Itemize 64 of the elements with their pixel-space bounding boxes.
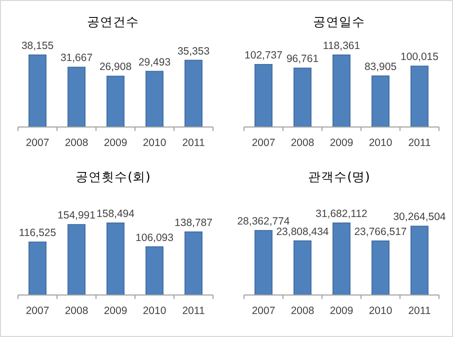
x-tick-label: 2007 bbox=[26, 305, 50, 317]
bar bbox=[372, 240, 390, 296]
bar bbox=[410, 66, 428, 128]
bar bbox=[68, 66, 86, 128]
x-tick-label: 2007 bbox=[252, 305, 276, 317]
data-label: 154,991 bbox=[58, 210, 96, 222]
x-tick-label: 2009 bbox=[330, 305, 354, 317]
x-tick-label: 2007 bbox=[252, 137, 276, 149]
bar bbox=[106, 76, 124, 128]
bar bbox=[294, 68, 312, 128]
x-tick-label: 2011 bbox=[408, 305, 431, 317]
x-tick-label: 2011 bbox=[182, 137, 205, 149]
bar bbox=[184, 60, 202, 128]
data-label: 28,362,774 bbox=[237, 216, 290, 228]
x-tick-label: 2008 bbox=[64, 137, 88, 149]
x-tick-label: 2010 bbox=[368, 305, 392, 317]
data-label: 96,761 bbox=[286, 53, 319, 66]
data-label: 23,766,517 bbox=[354, 226, 407, 238]
bar bbox=[294, 240, 312, 296]
x-tick-label: 2010 bbox=[142, 305, 166, 317]
x-tick-label: 2011 bbox=[408, 137, 431, 149]
data-label: 26,908 bbox=[99, 61, 132, 74]
bar bbox=[28, 54, 46, 128]
chart-title: 공연횟수(회) bbox=[76, 169, 150, 184]
chart-title: 공연일수 bbox=[313, 14, 365, 29]
bar bbox=[28, 242, 46, 296]
chart-title: 관객수(명) bbox=[308, 169, 370, 184]
x-tick-label: 2008 bbox=[290, 305, 314, 317]
x-tick-label: 2009 bbox=[330, 137, 354, 149]
x-tick-label: 2009 bbox=[104, 137, 128, 149]
data-label: 106,093 bbox=[136, 232, 174, 244]
bar bbox=[332, 54, 350, 128]
data-label: 23,808,434 bbox=[276, 226, 329, 238]
bar bbox=[332, 222, 350, 296]
bar bbox=[410, 226, 428, 296]
data-label: 30,264,504 bbox=[393, 211, 446, 224]
data-label: 118,361 bbox=[322, 40, 360, 52]
data-label: 31,667 bbox=[60, 52, 93, 64]
data-label: 100,015 bbox=[400, 51, 439, 64]
data-label: 138,787 bbox=[174, 216, 213, 229]
data-label: 102,737 bbox=[244, 50, 283, 62]
data-label: 116,525 bbox=[18, 227, 56, 240]
data-label: 38,155 bbox=[21, 40, 54, 52]
data-label: 35,353 bbox=[177, 45, 210, 58]
bar bbox=[184, 231, 202, 296]
bar bbox=[146, 70, 164, 128]
data-label: 83,905 bbox=[364, 60, 397, 73]
chart-title: 공연건수 bbox=[87, 14, 139, 29]
x-tick-label: 2008 bbox=[64, 305, 88, 317]
bar bbox=[68, 224, 86, 296]
x-tick-label: 2011 bbox=[182, 305, 205, 317]
x-tick-label: 2010 bbox=[368, 137, 392, 149]
bar bbox=[372, 75, 390, 128]
data-label: 31,682,112 bbox=[316, 208, 368, 220]
x-tick-label: 2010 bbox=[142, 137, 166, 149]
x-tick-label: 2007 bbox=[26, 137, 50, 149]
data-label: 158,494 bbox=[96, 208, 135, 220]
x-tick-label: 2008 bbox=[290, 137, 314, 149]
bar bbox=[146, 246, 164, 296]
bar bbox=[254, 64, 272, 128]
bar bbox=[254, 230, 272, 296]
data-label: 29,493 bbox=[138, 56, 171, 68]
bar bbox=[106, 222, 124, 296]
x-tick-label: 2009 bbox=[104, 305, 128, 317]
